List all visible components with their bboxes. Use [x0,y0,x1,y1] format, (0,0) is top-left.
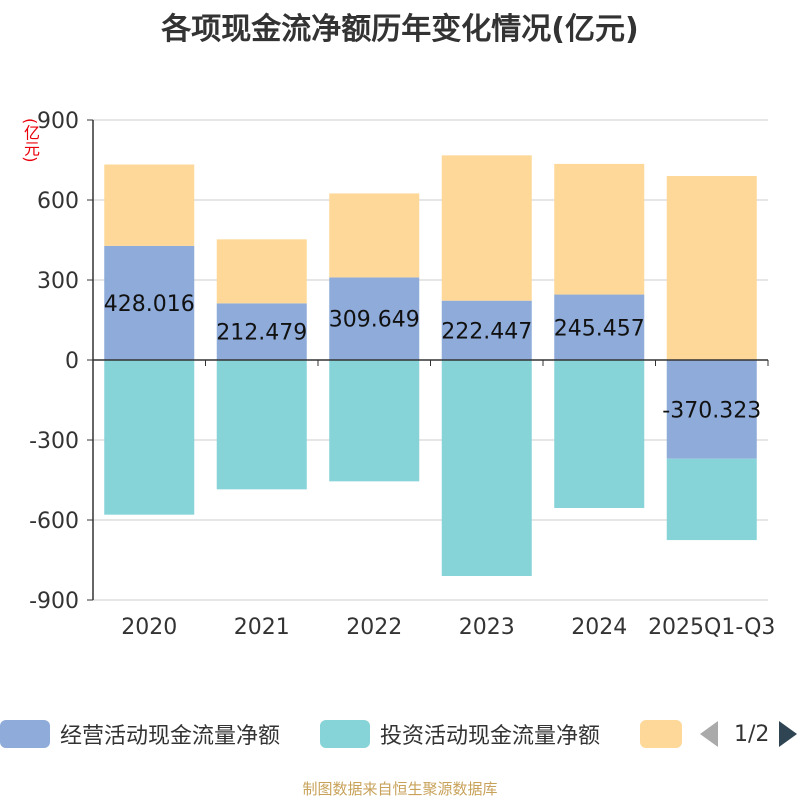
y-tick-label: 0 [65,349,79,374]
bar-third-2025Q1-Q3 [666,176,757,360]
bar-investing-2024 [554,360,645,508]
bar-third-2023 [441,155,532,301]
bar-third-2024 [554,163,645,295]
legend-item-investing[interactable]: 投资活动现金流量净额 [320,716,600,752]
y-tick-label: -900 [29,589,79,614]
y-axis-unit-label: (亿元) [21,118,40,163]
bar-third-2021 [216,239,307,304]
bar-operating-2025Q1-Q3 [666,360,757,459]
bar-third-2020 [104,164,195,246]
data-label: 245.457 [554,316,645,341]
chart-title: 各项现金流净额历年变化情况(亿元) [161,12,639,47]
bar-operating-2020 [104,245,195,360]
x-tick-label: 2025Q1-Q3 [648,615,775,640]
legend-label-operating: 经营活动现金流量净额 [60,724,281,749]
legend-label-investing: 投资活动现金流量净额 [380,724,601,749]
data-label: 309.649 [329,308,420,333]
legend-pager: 1/2 [700,716,798,752]
data-label: 428.016 [104,292,195,317]
data-label: -370.323 [662,398,761,423]
bar-third-2022 [329,193,420,278]
x-tick-label: 2024 [571,615,627,640]
source-footer: 制图数据来自恒生聚源数据库 [302,780,498,798]
bar-investing-2020 [104,360,195,515]
y-tick-label: -300 [29,429,79,454]
bar-operating-2021 [216,303,307,360]
bar-operating-2023 [441,300,532,360]
legend-swatch-third [640,720,682,748]
legend-item-third[interactable] [640,716,682,752]
data-label: 212.479 [216,321,307,346]
x-tick-label: 2020 [121,615,177,640]
bar-operating-2024 [554,294,645,360]
legend-swatch-investing [320,720,370,748]
bar-operating-2022 [329,277,420,360]
y-tick-label: 900 [37,109,79,134]
legend: 经营活动现金流量净额 投资活动现金流量净额 [0,716,800,756]
x-tick-label: 2021 [234,615,290,640]
bar-chart: 900 600 300 0 -300 -600 -900 428.016 212.479 309.… [29,109,775,640]
y-tick-label: 600 [37,189,79,214]
bar-investing-2025Q1-Q3 [666,458,757,541]
y-tick-label: -600 [29,509,79,534]
y-tick-label: 300 [37,269,79,294]
bar-investing-2021 [216,360,307,490]
legend-item-operating[interactable]: 经营活动现金流量净额 [0,716,280,752]
pager-page-indicator: 1/2 [734,721,770,747]
legend-swatch-operating [0,720,50,748]
x-tick-label: 2023 [459,615,515,640]
pager-next-icon[interactable] [779,721,798,747]
pager-prev-icon[interactable] [700,721,718,747]
data-label: 222.447 [441,319,532,344]
bar-investing-2022 [329,360,420,482]
x-tick-label: 2022 [346,615,402,640]
bar-investing-2023 [441,360,532,576]
